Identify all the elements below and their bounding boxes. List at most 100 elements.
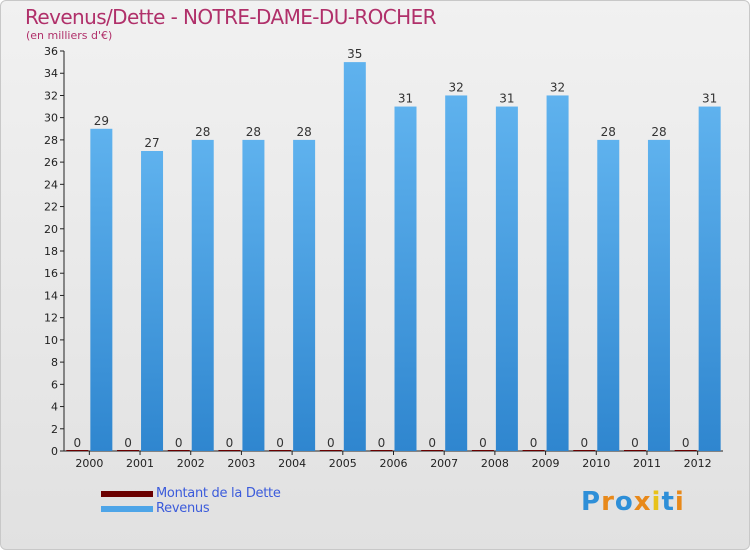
logo-letter: P — [581, 487, 602, 517]
proxiti-logo: Proxiti — [581, 487, 685, 517]
y-tick-label: 28 — [44, 134, 58, 147]
x-tick-label: 2004 — [278, 457, 306, 470]
x-tick-label: 2005 — [329, 457, 357, 470]
data-label-revenus: 28 — [195, 125, 210, 139]
x-tick-label: 2001 — [126, 457, 154, 470]
data-label-dette: 0 — [530, 436, 538, 450]
x-tick-label: 2010 — [582, 457, 610, 470]
y-tick-label: 12 — [44, 312, 58, 325]
data-label-dette: 0 — [631, 436, 639, 450]
y-tick-label: 4 — [51, 401, 58, 414]
x-tick-label: 2011 — [633, 457, 661, 470]
y-tick-label: 20 — [44, 223, 58, 236]
chart-subtitle: (en milliers d'€) — [26, 29, 113, 42]
legend-label-revenus: Revenus — [156, 501, 210, 516]
bar-revenus — [546, 95, 569, 451]
data-label-revenus: 28 — [296, 125, 311, 139]
x-tick-label: 2000 — [75, 457, 103, 470]
legend-swatch-revenus — [101, 506, 153, 512]
data-label-revenus: 29 — [94, 114, 109, 128]
y-tick-label: 24 — [44, 178, 58, 191]
data-label-revenus: 31 — [702, 92, 717, 106]
logo-letter: t — [661, 487, 675, 517]
bar-revenus — [394, 106, 417, 452]
bar-revenus — [343, 62, 366, 451]
y-tick-label: 10 — [44, 334, 58, 347]
data-label-revenus: 31 — [499, 92, 514, 106]
y-tick-label: 8 — [51, 356, 58, 369]
bar-revenus — [90, 128, 113, 451]
data-label-dette: 0 — [378, 436, 386, 450]
x-tick-label: 2002 — [177, 457, 205, 470]
y-tick-label: 32 — [44, 89, 58, 102]
data-label-revenus: 31 — [398, 92, 413, 106]
x-tick-label: 2007 — [430, 457, 458, 470]
bar-dette — [674, 450, 697, 451]
y-tick-label: 30 — [44, 112, 58, 125]
y-tick-label: 22 — [44, 201, 58, 214]
y-tick-label: 18 — [44, 245, 58, 258]
y-tick-label: 26 — [44, 156, 58, 169]
x-tick-label: 2008 — [481, 457, 509, 470]
data-label-dette: 0 — [175, 436, 183, 450]
data-label-dette: 0 — [226, 436, 234, 450]
bar-dette — [167, 450, 190, 451]
x-tick-label: 2006 — [380, 457, 408, 470]
data-label-revenus: 28 — [601, 125, 616, 139]
legend-swatch-dette — [101, 491, 153, 497]
logo-letter: r — [601, 487, 615, 517]
data-label-revenus: 35 — [347, 47, 362, 61]
bar-dette — [66, 450, 89, 451]
data-label-dette: 0 — [276, 436, 284, 450]
y-tick-label: 36 — [44, 45, 58, 58]
bar-dette — [269, 450, 292, 451]
bar-revenus — [242, 139, 265, 451]
chart-title: Revenus/Dette - NOTRE-DAME-DU-ROCHER — [25, 5, 437, 29]
y-tick-label: 16 — [44, 267, 58, 280]
bar-revenus — [647, 139, 670, 451]
data-label-dette: 0 — [124, 436, 132, 450]
data-label-revenus: 27 — [144, 136, 159, 150]
logo-letter: x — [633, 487, 652, 517]
data-label-dette: 0 — [580, 436, 588, 450]
bar-revenus — [698, 106, 721, 452]
data-label-revenus: 32 — [449, 80, 464, 94]
x-tick-label: 2003 — [227, 457, 255, 470]
y-tick-label: 14 — [44, 289, 58, 302]
y-tick-label: 6 — [51, 378, 58, 391]
bar-dette — [117, 450, 140, 451]
bar-dette — [421, 450, 444, 451]
x-tick-label: 2009 — [532, 457, 560, 470]
x-tick-label: 2012 — [684, 457, 712, 470]
data-label-dette: 0 — [327, 436, 335, 450]
legend-label-dette: Montant de la Dette — [156, 486, 281, 501]
data-label-revenus: 28 — [651, 125, 666, 139]
logo-letter: o — [614, 487, 634, 517]
bar-revenus — [191, 139, 214, 451]
bar-dette — [370, 450, 393, 451]
data-label-dette: 0 — [479, 436, 487, 450]
y-tick-label: 2 — [51, 423, 58, 436]
bar-revenus — [293, 139, 316, 451]
bar-dette — [218, 450, 241, 451]
bar-dette — [573, 450, 596, 451]
data-label-dette: 0 — [428, 436, 436, 450]
data-label-dette: 0 — [74, 436, 82, 450]
bar-revenus — [445, 95, 468, 451]
bar-revenus — [597, 139, 620, 451]
bar-dette — [471, 450, 494, 451]
logo-letter: i — [651, 487, 662, 517]
bar-revenus — [141, 151, 164, 451]
bar-revenus — [495, 106, 518, 452]
bar-dette — [319, 450, 342, 451]
data-label-revenus: 32 — [550, 80, 565, 94]
bar-dette — [623, 450, 646, 451]
bar-dette — [522, 450, 545, 451]
data-label-dette: 0 — [682, 436, 690, 450]
logo-letter: i — [674, 487, 685, 517]
y-tick-label: 34 — [44, 67, 58, 80]
y-tick-label: 0 — [51, 445, 58, 458]
data-label-revenus: 28 — [246, 125, 261, 139]
